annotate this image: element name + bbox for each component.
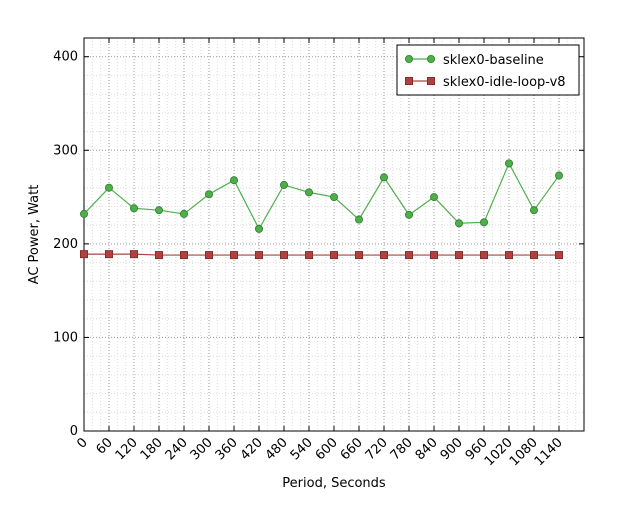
data-point [304, 251, 313, 260]
data-point [354, 215, 363, 224]
series-line [83, 161, 560, 231]
data-point [479, 218, 488, 227]
series-0 [80, 159, 564, 233]
legend-entry: sklex0-baseline [404, 53, 544, 68]
data-point [504, 159, 513, 168]
data-point [429, 193, 438, 202]
data-point [154, 251, 163, 260]
x-tick-label: 840 [413, 435, 441, 463]
data-point [454, 251, 463, 260]
data-point [129, 250, 138, 259]
x-tick-label: 60 [94, 435, 116, 457]
data-point [254, 224, 263, 233]
x-axis-title: Period, Seconds [282, 476, 386, 491]
x-tick-label: 360 [213, 435, 241, 463]
data-point [379, 251, 388, 260]
data-point [555, 171, 564, 180]
data-point [105, 183, 114, 192]
data-point [504, 251, 513, 260]
plot-area [83, 37, 585, 432]
data-point [354, 251, 363, 260]
x-tick-label: 780 [388, 435, 416, 463]
data-point [479, 251, 488, 260]
data-point [229, 251, 238, 260]
grid [83, 37, 585, 432]
data-point [454, 219, 463, 228]
legend-label: sklex0-idle-loop-v8 [443, 75, 566, 90]
data-point [179, 209, 188, 218]
x-tick-label: 420 [238, 435, 266, 463]
x-tick-label: 480 [263, 435, 291, 463]
x-tick-label: 300 [188, 435, 216, 463]
series-line [84, 253, 559, 256]
x-tick-label: 660 [338, 435, 366, 463]
x-tick-label: 0 [74, 435, 90, 451]
data-point [154, 206, 163, 215]
series-1 [80, 250, 564, 260]
data-point [404, 251, 413, 260]
data-point [204, 190, 213, 199]
y-tick-label: 200 [53, 237, 78, 252]
x-tick-label: 240 [163, 435, 191, 463]
x-tick-label: 900 [438, 435, 466, 463]
data-point [329, 251, 338, 260]
x-tick-label: 180 [138, 435, 166, 463]
data-point [329, 193, 338, 202]
legend-marker [426, 77, 435, 86]
y-axis-title: AC Power, Watt [27, 185, 42, 285]
y-tick-label: 0 [70, 424, 78, 439]
data-point [179, 251, 188, 260]
x-tick-label: 720 [363, 435, 391, 463]
data-point [555, 251, 564, 260]
legend-entry: sklex0-idle-loop-v8 [404, 75, 566, 90]
y-tick-label: 400 [53, 50, 78, 65]
data-point [404, 210, 413, 219]
data-point [429, 251, 438, 260]
data-point [80, 250, 89, 259]
data-point [304, 188, 313, 197]
x-tick-label: 1020 [482, 435, 516, 469]
data-point [129, 204, 138, 213]
data-point [530, 251, 539, 260]
data-point [229, 176, 238, 185]
x-tick-label: 120 [113, 435, 141, 463]
data-point [379, 173, 388, 182]
x-tick-label: 1080 [507, 435, 541, 469]
x-tick-label: 1140 [532, 435, 566, 469]
x-tick-label: 540 [288, 435, 316, 463]
legend-label: sklex0-baseline [443, 53, 544, 68]
y-tick-label: 300 [53, 143, 78, 158]
data-point [530, 206, 539, 215]
legend-marker [404, 77, 413, 86]
data-point [204, 251, 213, 260]
data-point [279, 180, 288, 189]
legend-box [396, 44, 580, 96]
data-point [105, 250, 114, 259]
y-tick-label: 100 [53, 330, 78, 345]
series [80, 159, 564, 260]
data-point [80, 209, 89, 218]
legend: sklex0-baseline sklex0-idle-loop-v8 [396, 44, 580, 96]
data-point [254, 251, 263, 260]
x-tick-label: 600 [313, 435, 341, 463]
legend-marker [404, 55, 413, 64]
data-point [279, 251, 288, 260]
legend-marker [426, 55, 435, 64]
